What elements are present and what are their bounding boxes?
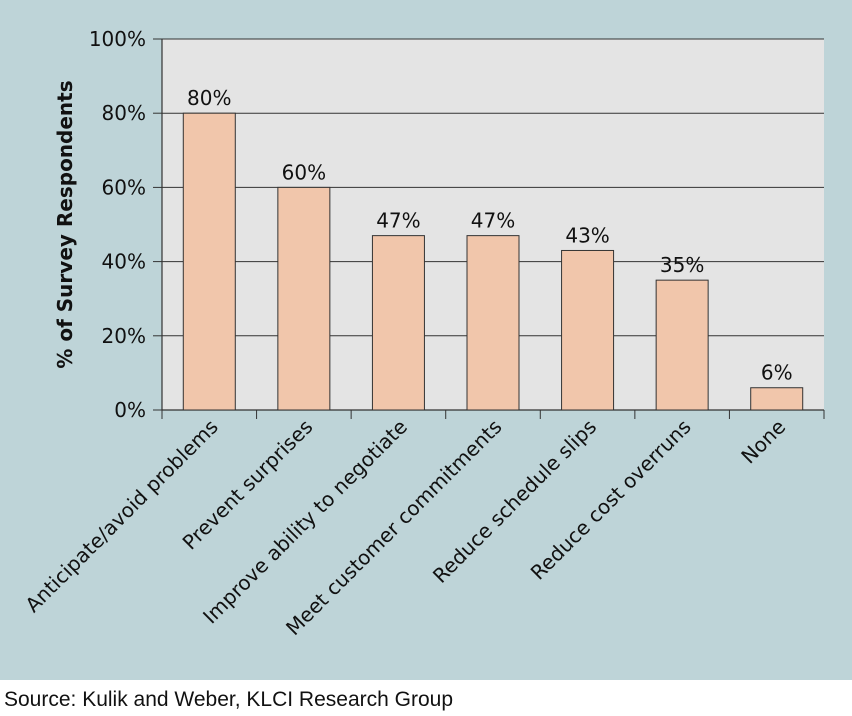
bar [466, 235, 520, 411]
data-label: 6% [761, 361, 793, 385]
bar [561, 249, 615, 411]
data-label: 60% [282, 160, 326, 184]
y-tick-label: 100% [89, 27, 146, 51]
bar-chart: 0% 20% 40% 60% 80% 100% 80% Anticipate/avoid pr… [20, 27, 825, 640]
data-label: 35% [660, 253, 704, 277]
x-category-label: Improve ability to negotiate [198, 415, 412, 629]
x-category-label: Reduce cost overruns [526, 415, 696, 585]
y-tick-label: 20% [102, 324, 146, 348]
bar [655, 279, 709, 411]
bar [277, 186, 331, 411]
data-label: 47% [376, 209, 420, 233]
chart-panel: 0% 20% 40% 60% 80% 100% 80% Anticipate/avoid pr… [0, 0, 852, 680]
data-label: 43% [565, 223, 609, 247]
y-axis-title: % of Survey Respondents [53, 80, 77, 368]
data-label: 47% [471, 209, 515, 233]
data-label: 80% [187, 86, 231, 110]
x-category-label: Reduce schedule slips [428, 415, 601, 588]
y-tick-label: 60% [102, 175, 146, 199]
bar [182, 112, 236, 411]
x-category-label: Anticipate/avoid problems [20, 415, 222, 617]
bar [750, 387, 804, 411]
y-tick-label: 40% [102, 250, 146, 274]
x-category-label: None [736, 415, 790, 469]
y-tick-label: 0% [114, 398, 146, 422]
source-note: Source: Kulik and Weber, KLCI Research G… [4, 688, 454, 711]
y-tick-label: 80% [102, 101, 146, 125]
bar [371, 235, 425, 411]
